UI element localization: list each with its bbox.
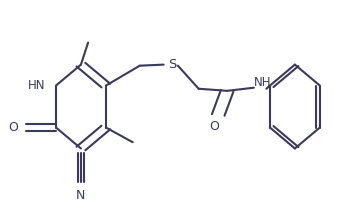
Text: O: O (8, 121, 18, 134)
Text: N: N (76, 189, 86, 202)
Text: HN: HN (28, 79, 45, 92)
Text: S: S (168, 58, 176, 71)
Text: O: O (209, 120, 219, 133)
Text: NH: NH (254, 76, 272, 89)
